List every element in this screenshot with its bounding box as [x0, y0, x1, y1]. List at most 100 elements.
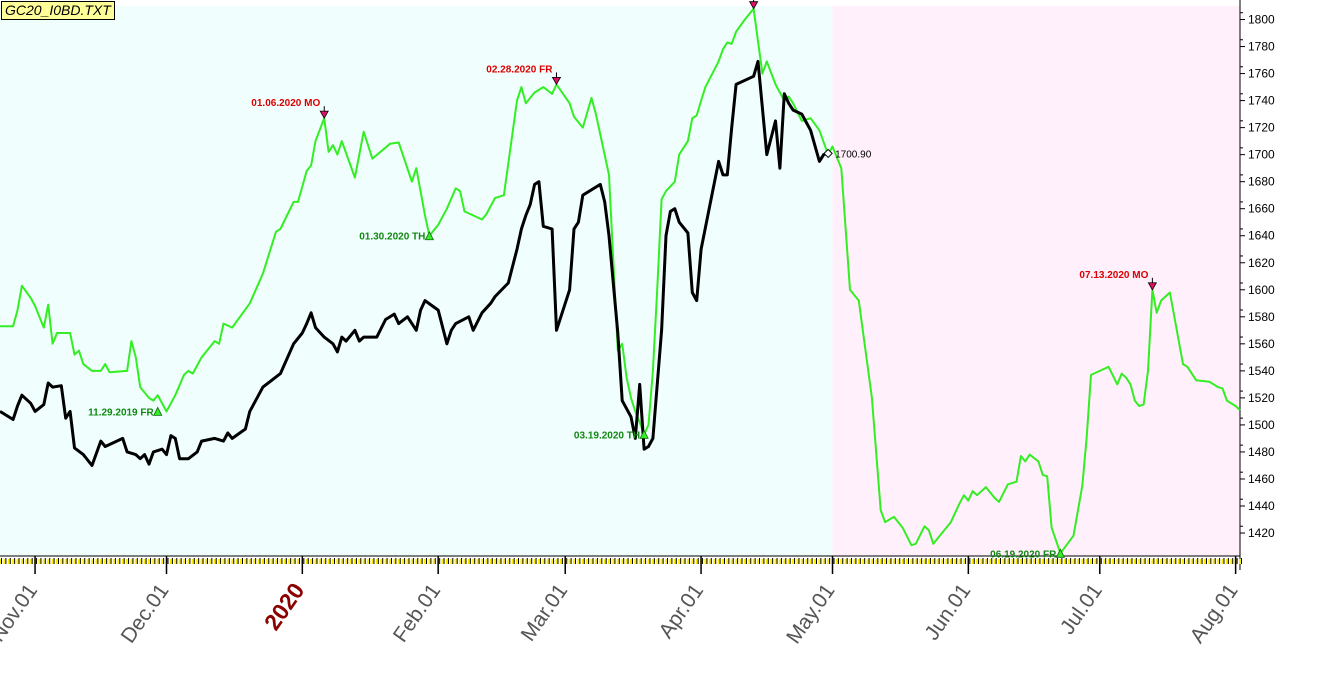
y-tick-label: 1580: [1248, 310, 1275, 324]
day-tick-yellow: [686, 559, 689, 564]
day-tick-yellow: [1160, 559, 1163, 564]
day-tick-yellow: [463, 559, 466, 564]
y-tick-label: 1800: [1248, 13, 1275, 27]
day-tick-yellow: [849, 559, 852, 564]
day-tick-yellow: [424, 559, 427, 564]
day-tick-yellow: [147, 559, 150, 564]
y-tick-label: 1760: [1248, 67, 1275, 81]
day-tick-yellow: [778, 559, 781, 564]
day-tick-yellow: [721, 559, 724, 564]
day-tick-yellow: [1006, 559, 1009, 564]
day-tick-yellow: [857, 559, 860, 564]
day-tick-yellow: [406, 559, 409, 564]
day-tick-yellow: [665, 559, 668, 564]
day-tick-yellow: [222, 559, 225, 564]
day-tick-yellow: [1019, 559, 1022, 564]
high-annotation-label: 01.06.2020 MO: [251, 98, 320, 109]
day-tick-yellow: [1230, 559, 1233, 564]
day-tick-yellow: [827, 559, 830, 564]
day-tick-yellow: [253, 559, 256, 564]
day-tick-yellow: [914, 559, 917, 564]
day-tick-yellow: [897, 559, 900, 564]
day-tick-yellow: [371, 559, 374, 564]
day-tick-yellow: [239, 559, 242, 564]
day-tick-yellow: [441, 559, 444, 564]
day-tick-yellow: [1173, 559, 1176, 564]
day-tick-yellow: [12, 559, 15, 564]
day-tick-yellow: [1203, 559, 1206, 564]
day-tick-yellow: [726, 559, 729, 564]
day-tick-yellow: [669, 559, 672, 564]
day-tick-yellow: [520, 559, 523, 564]
day-tick-yellow: [516, 559, 519, 564]
day-tick-yellow: [126, 559, 129, 564]
day-tick-yellow: [586, 559, 589, 564]
day-tick-yellow: [651, 559, 654, 564]
day-tick-yellow: [196, 559, 199, 564]
day-tick-yellow: [551, 559, 554, 564]
day-tick-yellow: [1107, 559, 1110, 564]
day-tick-yellow: [713, 559, 716, 564]
history-background: [0, 6, 833, 556]
day-tick-yellow: [770, 559, 773, 564]
y-tick-label: 1720: [1248, 121, 1275, 135]
day-tick-yellow: [38, 559, 41, 564]
high-marker-arrow: [319, 110, 329, 119]
day-tick-yellow: [507, 559, 510, 564]
day-tick-yellow: [1217, 559, 1220, 564]
x-tick-label: Feb.01: [389, 580, 445, 647]
day-tick-yellow: [984, 559, 987, 564]
day-tick-yellow: [612, 559, 615, 564]
day-tick-yellow: [16, 559, 19, 564]
day-tick-yellow: [1111, 559, 1114, 564]
day-tick-yellow: [958, 559, 961, 564]
low-marker-triangle: [153, 406, 163, 416]
high-annotation-label: 02.28.2020 FR: [486, 64, 553, 75]
day-tick-yellow: [976, 559, 979, 564]
day-tick-yellow: [1103, 559, 1106, 564]
day-tick-yellow: [577, 559, 580, 564]
day-tick-yellow: [901, 559, 904, 564]
day-tick-yellow: [1041, 559, 1044, 564]
day-tick-yellow: [209, 559, 212, 564]
day-tick-yellow: [375, 559, 378, 564]
y-tick-label: 1560: [1248, 337, 1275, 351]
day-tick-yellow: [1011, 559, 1014, 564]
day-tick-yellow: [480, 559, 483, 564]
day-tick-yellow: [840, 559, 843, 564]
day-tick-yellow: [892, 559, 895, 564]
high-annotation-label: 07.13.2020 MO: [1079, 270, 1148, 281]
day-tick-yellow: [993, 559, 996, 564]
day-tick-yellow: [183, 559, 186, 564]
day-tick-yellow: [384, 559, 387, 564]
file-title-label: GC20_I0BD.TXT: [1, 1, 115, 20]
day-tick-yellow: [919, 559, 922, 564]
day-tick-yellow: [187, 559, 190, 564]
day-tick-yellow: [822, 559, 825, 564]
day-tick-yellow: [1076, 559, 1079, 564]
day-tick-yellow: [275, 559, 278, 564]
day-tick-yellow: [1037, 559, 1040, 564]
day-tick-yellow: [529, 559, 532, 564]
day-tick-yellow: [1155, 559, 1158, 564]
day-tick-yellow: [257, 559, 260, 564]
day-tick-yellow: [962, 559, 965, 564]
day-tick-yellow: [226, 559, 229, 564]
day-tick-yellow: [599, 559, 602, 564]
day-tick-yellow: [51, 559, 54, 564]
day-tick-yellow: [349, 559, 352, 564]
day-tick-yellow: [1208, 559, 1211, 564]
day-tick-yellow: [353, 559, 356, 564]
day-tick-yellow: [73, 559, 76, 564]
day-tick-yellow: [174, 559, 177, 564]
background-layer: [0, 6, 1240, 556]
day-tick-yellow: [656, 559, 659, 564]
day-tick-yellow: [1221, 559, 1224, 564]
day-tick-yellow: [69, 559, 72, 564]
day-tick-yellow: [104, 559, 107, 564]
day-tick-yellow: [0, 559, 1, 564]
day-tick-yellow: [1129, 559, 1132, 564]
day-tick-yellow: [941, 559, 944, 564]
